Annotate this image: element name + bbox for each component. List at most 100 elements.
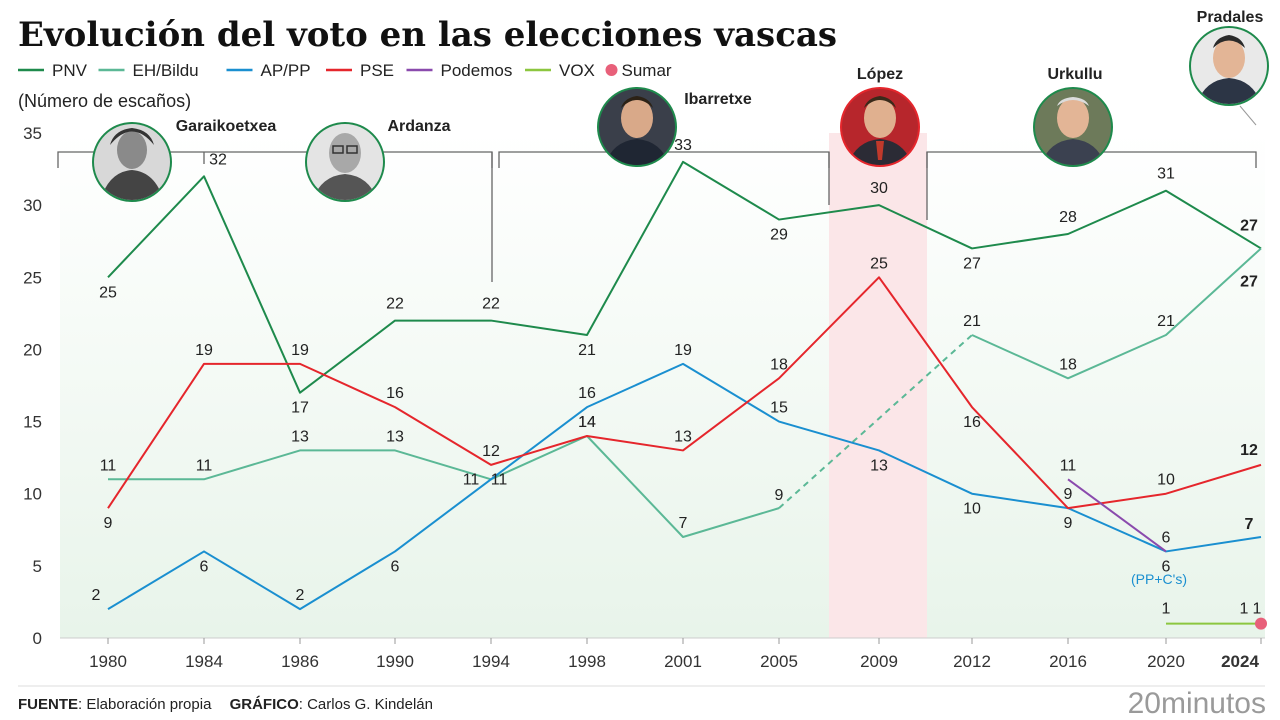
data-label-sumar: 1 xyxy=(1253,601,1262,618)
pradales-pointer xyxy=(1239,105,1257,126)
legend-label: VOX xyxy=(559,61,595,80)
legend-item-sumar: Sumar xyxy=(605,61,672,80)
x-tick-label: 1994 xyxy=(472,652,510,671)
brand-logo: 20minutos xyxy=(1128,687,1266,720)
legend-label: Sumar xyxy=(622,61,672,80)
y-tick-label: 0 xyxy=(33,629,42,648)
data-label-pnv: 17 xyxy=(291,400,309,417)
data-label-vox: 1 xyxy=(1240,601,1249,618)
portrait-garaikoetxea xyxy=(92,122,172,202)
data-label-eh-bildu: 27 xyxy=(1240,273,1258,290)
data-label-eh-bildu: 21 xyxy=(963,313,981,330)
data-label-pse: 12 xyxy=(482,443,500,460)
data-label-ap-pp: 6 xyxy=(1162,558,1171,575)
data-label-pse: 9 xyxy=(104,515,113,532)
series-group xyxy=(107,160,1267,630)
series-line-pse xyxy=(107,276,1262,510)
data-label-ap-pp: 19 xyxy=(674,342,692,359)
portrait-lopez xyxy=(840,87,920,167)
data-label-ap-pp: 6 xyxy=(391,558,400,575)
x-tick-label: 2016 xyxy=(1049,652,1087,671)
source-label: FUENTE xyxy=(18,696,78,713)
pp-cs-note: (PP+C's) xyxy=(1131,571,1187,587)
x-tick-label: 1986 xyxy=(281,652,319,671)
data-label-ap-pp: 10 xyxy=(963,501,981,518)
president-period-brackets xyxy=(57,151,1257,282)
data-label-eh-bildu: 14 xyxy=(578,414,596,431)
legend-item-podemos: Podemos xyxy=(406,61,513,80)
president-name-ardanza: Ardanza xyxy=(387,118,450,135)
series-line-podemos xyxy=(1067,478,1167,553)
legend-label: Podemos xyxy=(441,61,513,80)
data-label-eh-bildu: 11 xyxy=(100,457,117,474)
data-label-eh-bildu: 9 xyxy=(775,487,784,504)
president-name-ibarretxe: Ibarretxe xyxy=(684,91,752,108)
legend-label: PSE xyxy=(360,61,394,80)
series-line-eh-bildu xyxy=(108,435,780,538)
legend-label: PNV xyxy=(52,61,88,80)
portrait-urkullu xyxy=(1033,87,1113,167)
data-label-ap-pp: 6 xyxy=(200,558,209,575)
data-label-ap-pp: 7 xyxy=(1245,516,1254,533)
president-names: Garaikoetxea Ardanza Ibarretxe López Urkullu… xyxy=(176,9,1264,135)
graphic-text: : Carlos G. Kindelán xyxy=(299,696,433,713)
data-label-pse: 12 xyxy=(1240,442,1258,459)
data-label-pse: 19 xyxy=(291,342,309,359)
data-label-pse: 13 xyxy=(674,428,692,445)
x-tick-label: 2024 xyxy=(1221,652,1259,671)
data-label-pnv: 33 xyxy=(674,137,692,154)
data-label-ap-pp: 2 xyxy=(92,587,101,604)
y-tick-label: 30 xyxy=(23,196,42,215)
data-label-ap-pp: 16 xyxy=(578,385,596,402)
data-label-pnv: 31 xyxy=(1157,166,1175,183)
data-label-eh-bildu: 13 xyxy=(386,428,404,445)
y-tick-label: 35 xyxy=(23,124,42,143)
data-label-ap-pp: 2 xyxy=(296,587,305,604)
portrait-ardanza xyxy=(305,122,385,202)
data-label-pnv: 25 xyxy=(99,284,117,301)
y-tick-label: 20 xyxy=(23,340,42,359)
data-label-pnv: 27 xyxy=(1240,217,1258,234)
president-name-pradales: Pradales xyxy=(1197,9,1264,26)
x-tick-label: 2009 xyxy=(860,652,898,671)
y-axis-label: (Número de escaños) xyxy=(18,91,191,111)
legend-label: EH/Bildu xyxy=(133,61,199,80)
data-label-podemos: 6 xyxy=(1162,529,1171,546)
x-tick-label: 1980 xyxy=(89,652,127,671)
legend-item-ap-pp: AP/PP xyxy=(226,61,311,80)
data-label-podemos: 11 xyxy=(1060,457,1077,474)
data-label-eh-bildu: 11 xyxy=(196,457,213,474)
x-tick-label: 1990 xyxy=(376,652,414,671)
legend-item-pnv: PNV xyxy=(18,61,88,80)
data-label-pnv: 32 xyxy=(209,151,227,168)
data-label-pse: 25 xyxy=(870,255,888,272)
y-tick-label: 5 xyxy=(33,557,42,576)
plot-background xyxy=(60,133,1265,638)
data-label-eh-bildu: 7 xyxy=(679,515,688,532)
president-name-garaikoetxea: Garaikoetxea xyxy=(176,118,277,135)
data-label-pse: 19 xyxy=(195,342,213,359)
data-label-pnv: 21 xyxy=(578,342,596,359)
data-label-vox: 1 xyxy=(1162,601,1171,618)
series-line-pnv xyxy=(107,160,1262,394)
president-name-l-pez: López xyxy=(857,66,903,83)
data-label-ap-pp: 15 xyxy=(770,400,788,417)
data-label-pse: 16 xyxy=(963,414,981,431)
data-label-eh-bildu: 13 xyxy=(291,428,309,445)
source-text: : Elaboración propia xyxy=(78,696,212,713)
legend-item-vox: VOX xyxy=(525,61,595,80)
y-tick-label: 25 xyxy=(23,268,42,287)
data-label-pnv: 22 xyxy=(386,296,404,313)
data-label-pse: 16 xyxy=(386,385,404,402)
x-tick-label: 2020 xyxy=(1147,652,1185,671)
x-tick-label: 2001 xyxy=(664,652,702,671)
legend-label: AP/PP xyxy=(261,61,311,80)
lopez-term-highlight xyxy=(829,133,927,638)
portrait-ibarretxe xyxy=(597,87,677,167)
data-label-pnv: 27 xyxy=(963,255,981,272)
y-tick-label: 15 xyxy=(23,413,42,432)
chart-title: Evolución del voto en las elecciones vas… xyxy=(18,15,837,55)
x-axis: 1980 1984 1986 1990 1994 1998 2001 2005 2009 2012… xyxy=(89,638,1262,671)
data-label-ap-pp: 13 xyxy=(870,457,888,474)
